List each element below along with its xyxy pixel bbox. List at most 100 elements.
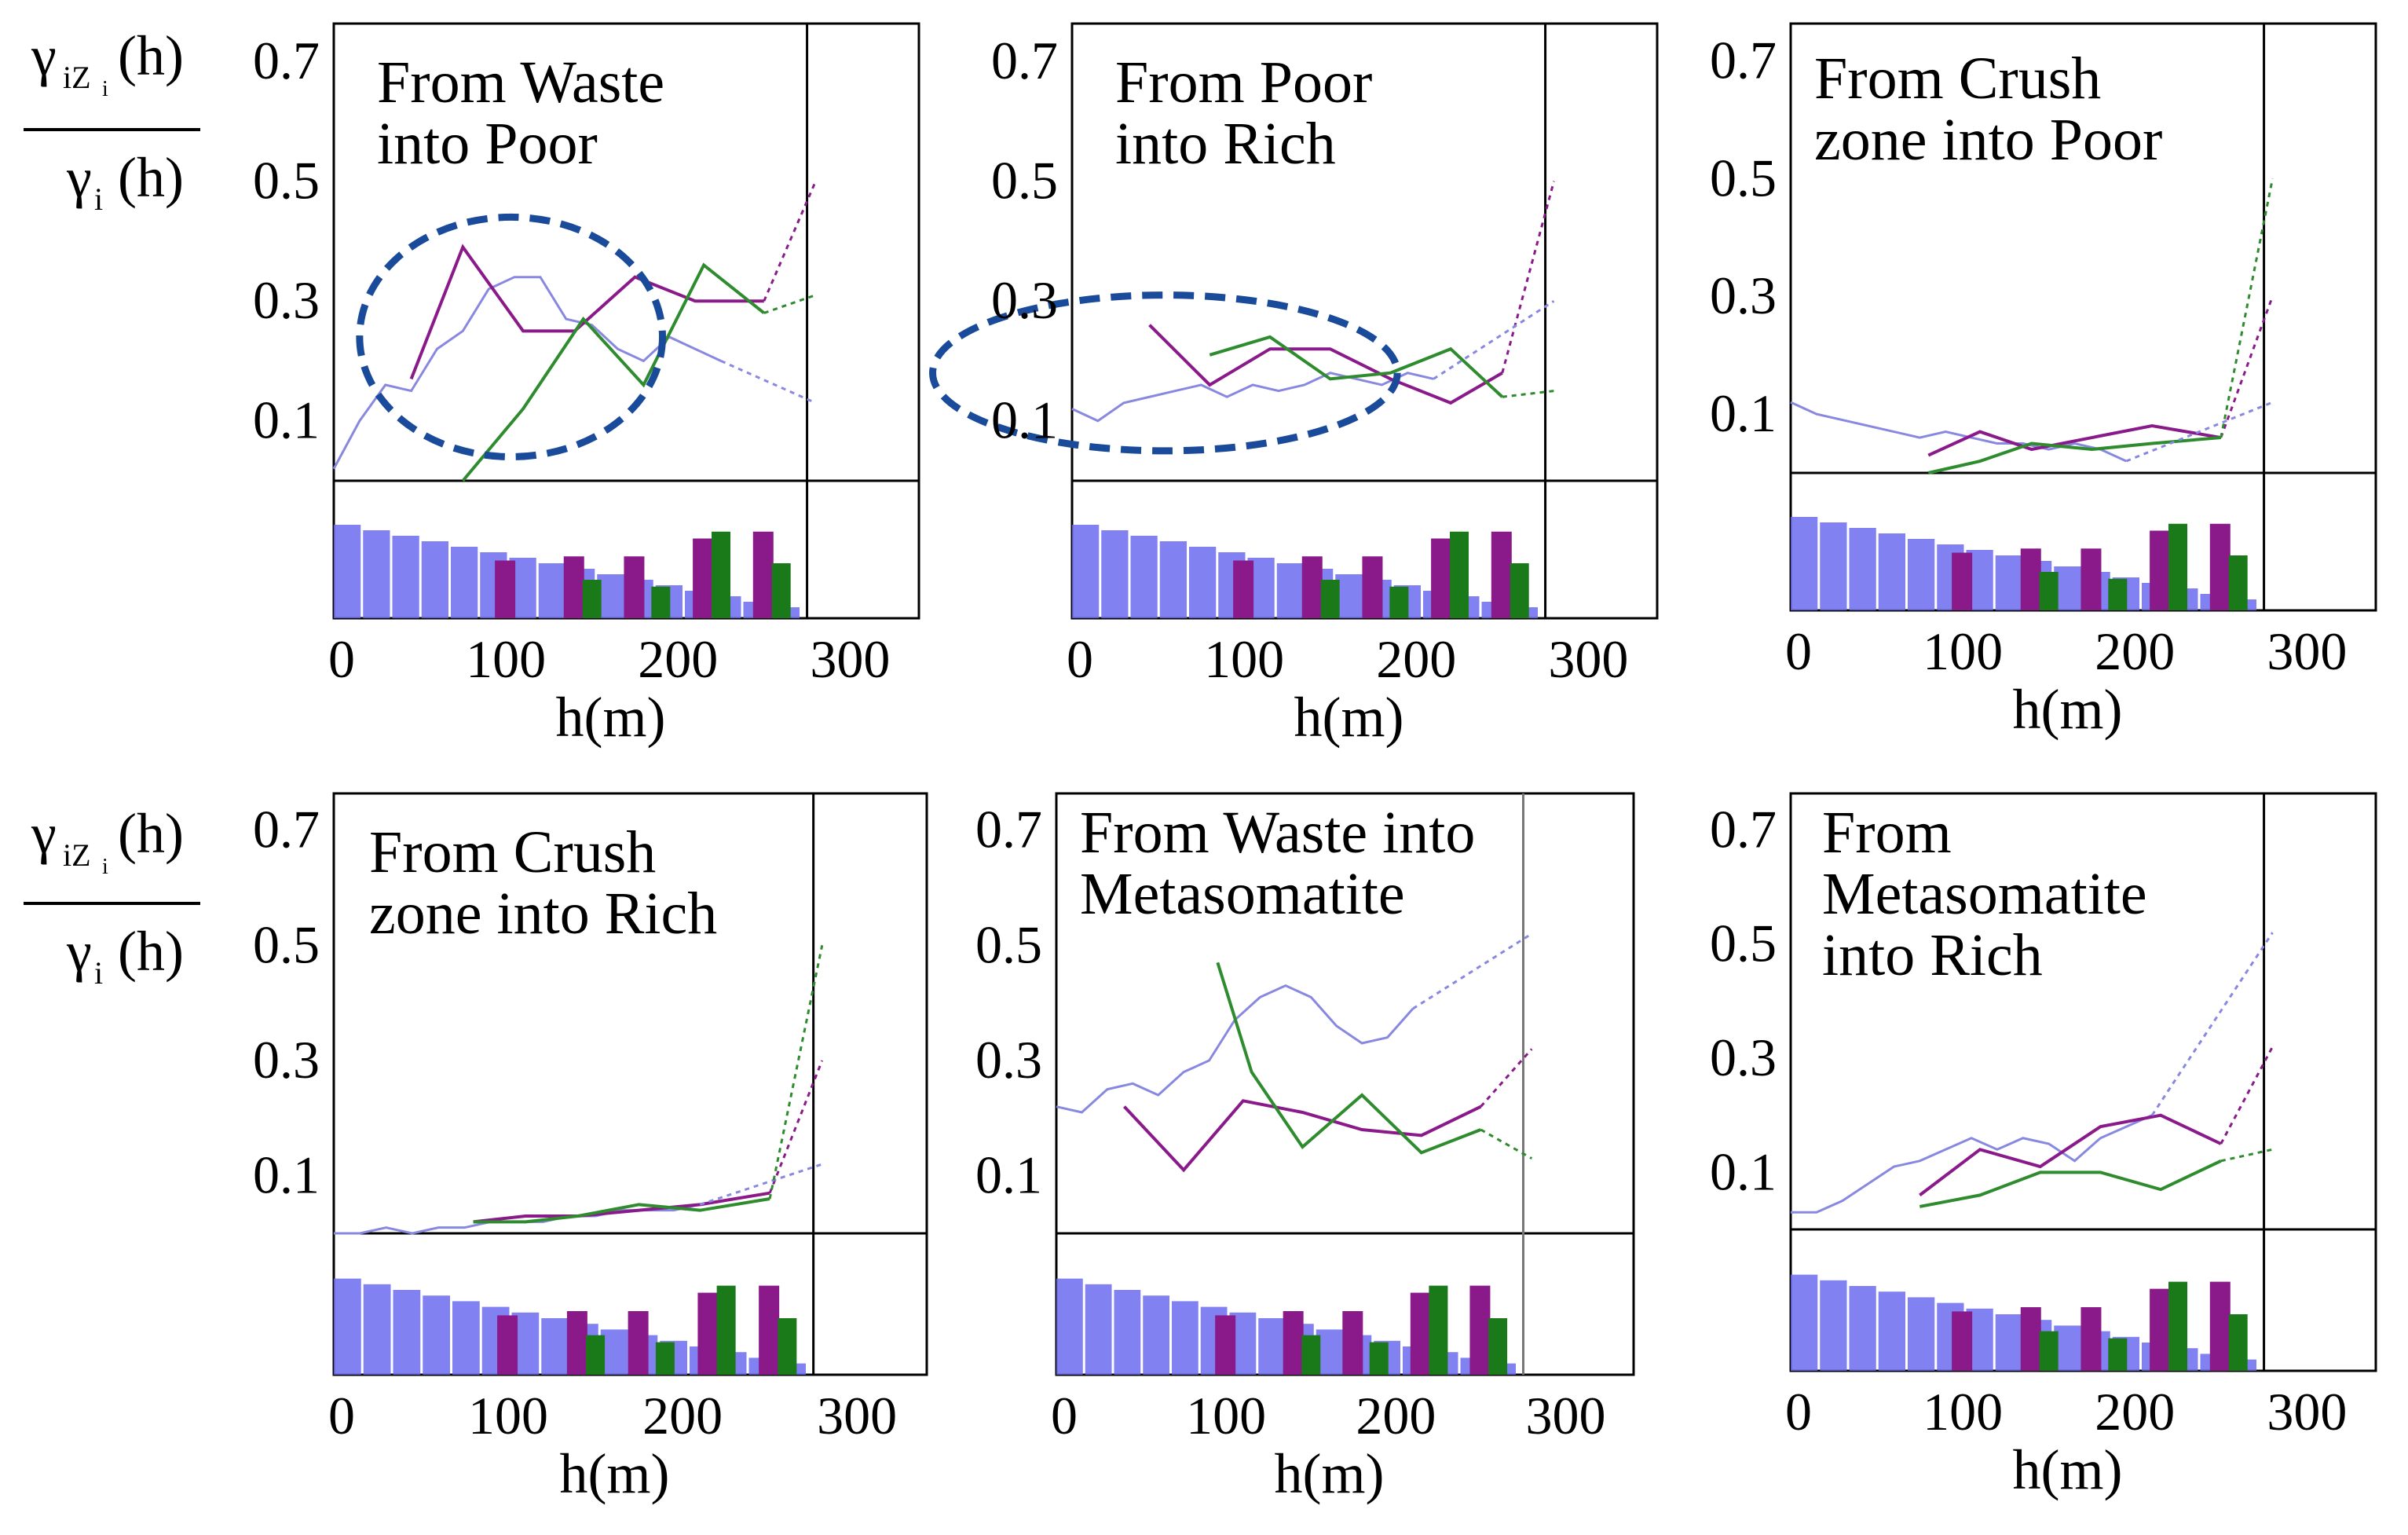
- bar-purple: [2150, 530, 2171, 610]
- svg-text:i: i: [94, 955, 103, 991]
- bar-green: [1389, 586, 1409, 618]
- bar-green: [1369, 1342, 1389, 1375]
- bar-purple: [497, 1315, 518, 1375]
- svg-text:γ: γ: [66, 146, 92, 209]
- x-tick-label: 200: [1376, 629, 1456, 689]
- series-extrapolation-green: [1480, 1128, 1533, 1159]
- x-axis-label: h(m): [2013, 1438, 2123, 1501]
- series-extrapolation-lavender: [1433, 299, 1555, 380]
- bar-blue: [2054, 1325, 2081, 1371]
- bar-blue: [393, 1290, 421, 1375]
- series-line-lavender: [1056, 984, 1414, 1114]
- bar-blue: [1820, 522, 1847, 610]
- bar-blue: [1316, 1329, 1343, 1375]
- y-tick-label: 0.3: [975, 1030, 1042, 1090]
- panel-title: into Rich: [1115, 111, 1336, 177]
- bar-blue: [334, 1278, 361, 1375]
- svg-text:(h): (h): [118, 920, 184, 983]
- series-extrapolation-green: [2220, 178, 2274, 438]
- chart-panel-1: 0.7 0.5 0.3 0.1 0 100 200 300 h(m) From Wasteinto…: [253, 22, 920, 749]
- x-tick-label: 300: [817, 1386, 897, 1445]
- bar-purple: [2209, 1281, 2231, 1371]
- bar-blue: [363, 1284, 391, 1375]
- ylabel-num-symbol: γ: [31, 24, 57, 87]
- bar-blue: [597, 574, 624, 618]
- bar-blue: [538, 563, 565, 618]
- series-extrapolation-lavender: [2125, 401, 2274, 463]
- series-line-purple: [1123, 1099, 1482, 1173]
- y-axis-label-row1: γ iZ i (h) γ i (h): [24, 24, 200, 217]
- x-tick-label: 0: [328, 1386, 355, 1445]
- y-tick-label: 0.7: [1710, 30, 1777, 90]
- bar-green: [1510, 563, 1529, 618]
- bar-blue: [1276, 563, 1304, 618]
- svg-text:γ: γ: [66, 920, 92, 983]
- bar-purple: [624, 556, 645, 618]
- bar-green: [2228, 1314, 2248, 1371]
- bar-purple: [1410, 1292, 1431, 1375]
- bar-blue: [1335, 574, 1363, 618]
- bar-purple: [1431, 538, 1452, 618]
- bar-green: [771, 563, 791, 618]
- panel-title: From: [1822, 800, 1952, 866]
- x-axis-label: h(m): [556, 686, 666, 749]
- bar-blue: [452, 1301, 480, 1375]
- chart-panel-4: 0.7 0.5 0.3 0.1 0 100 200 300 h(m) From Crushzone…: [253, 792, 928, 1505]
- bar-purple: [563, 556, 584, 618]
- bar-green: [716, 1285, 736, 1375]
- bar-purple: [759, 1285, 780, 1375]
- panel-title: zone into Poor: [1814, 107, 2162, 173]
- series-line-purple: [1927, 424, 2222, 457]
- panel-title: into Rich: [1822, 922, 2043, 988]
- panel-title: Metasomatite: [1080, 861, 1405, 927]
- bar-blue: [1878, 533, 1905, 610]
- bar-purple: [2080, 1307, 2102, 1371]
- bar-purple: [1952, 552, 1973, 610]
- y-tick-label: 0.7: [253, 800, 320, 859]
- panel-title: From Waste into: [1080, 800, 1475, 866]
- bar-blue: [1878, 1291, 1905, 1371]
- y-tick-label: 0.3: [1710, 266, 1777, 325]
- x-axis-label: h(m): [1275, 1442, 1385, 1505]
- bar-blue: [423, 1295, 450, 1375]
- ylabel-num-arg: (h): [118, 24, 184, 87]
- bar-blue: [1114, 1290, 1141, 1375]
- ylabel-num-sub: iZ: [63, 60, 91, 95]
- bar-blue: [1995, 555, 2022, 610]
- bar-green: [2108, 1338, 2128, 1371]
- bar-blue: [392, 536, 419, 618]
- x-tick-label: 0: [1051, 1386, 1078, 1445]
- ylabel-den-arg: (h): [118, 146, 184, 209]
- x-tick-label: 200: [2095, 1382, 2175, 1442]
- bar-blue: [1820, 1280, 1847, 1371]
- y-tick-label: 0.7: [1710, 799, 1777, 859]
- series-line-green: [461, 262, 766, 482]
- panel-title: From Poor: [1115, 49, 1372, 115]
- ylabel-den-symbol: γ: [66, 146, 92, 209]
- highlight-ellipse: [929, 291, 1401, 455]
- bar-purple: [2080, 548, 2102, 610]
- x-axis-label: h(m): [2013, 678, 2123, 741]
- bar-blue: [1908, 539, 1935, 610]
- bar-blue: [451, 547, 478, 618]
- x-tick-label: 300: [1526, 1386, 1606, 1445]
- bar-green: [655, 1342, 675, 1375]
- y-tick-label: 0.3: [253, 1030, 320, 1090]
- x-tick-label: 300: [1548, 629, 1628, 689]
- series-extrapolation-purple: [1480, 1048, 1533, 1108]
- svg-text:i: i: [94, 181, 103, 217]
- y-tick-label: 0.5: [991, 151, 1058, 211]
- chart-panel-3: 0.7 0.5 0.3 0.1 0 100 200 300 h(m) From Crushzone…: [1710, 22, 2377, 741]
- y-tick-label: 0.1: [975, 1145, 1042, 1205]
- bar-purple: [1215, 1315, 1236, 1375]
- bar-blue: [2054, 566, 2081, 610]
- bar-green: [2168, 523, 2188, 610]
- bar-purple: [2020, 548, 2041, 610]
- bar-green: [1301, 1335, 1321, 1375]
- highlight-ellipse: [356, 213, 667, 460]
- y-tick-label: 0.7: [991, 31, 1058, 90]
- svg-text:i: i: [102, 855, 108, 879]
- x-tick-label: 100: [1204, 629, 1284, 689]
- x-tick-label: 100: [1923, 621, 2003, 681]
- bar-green: [2168, 1281, 2188, 1371]
